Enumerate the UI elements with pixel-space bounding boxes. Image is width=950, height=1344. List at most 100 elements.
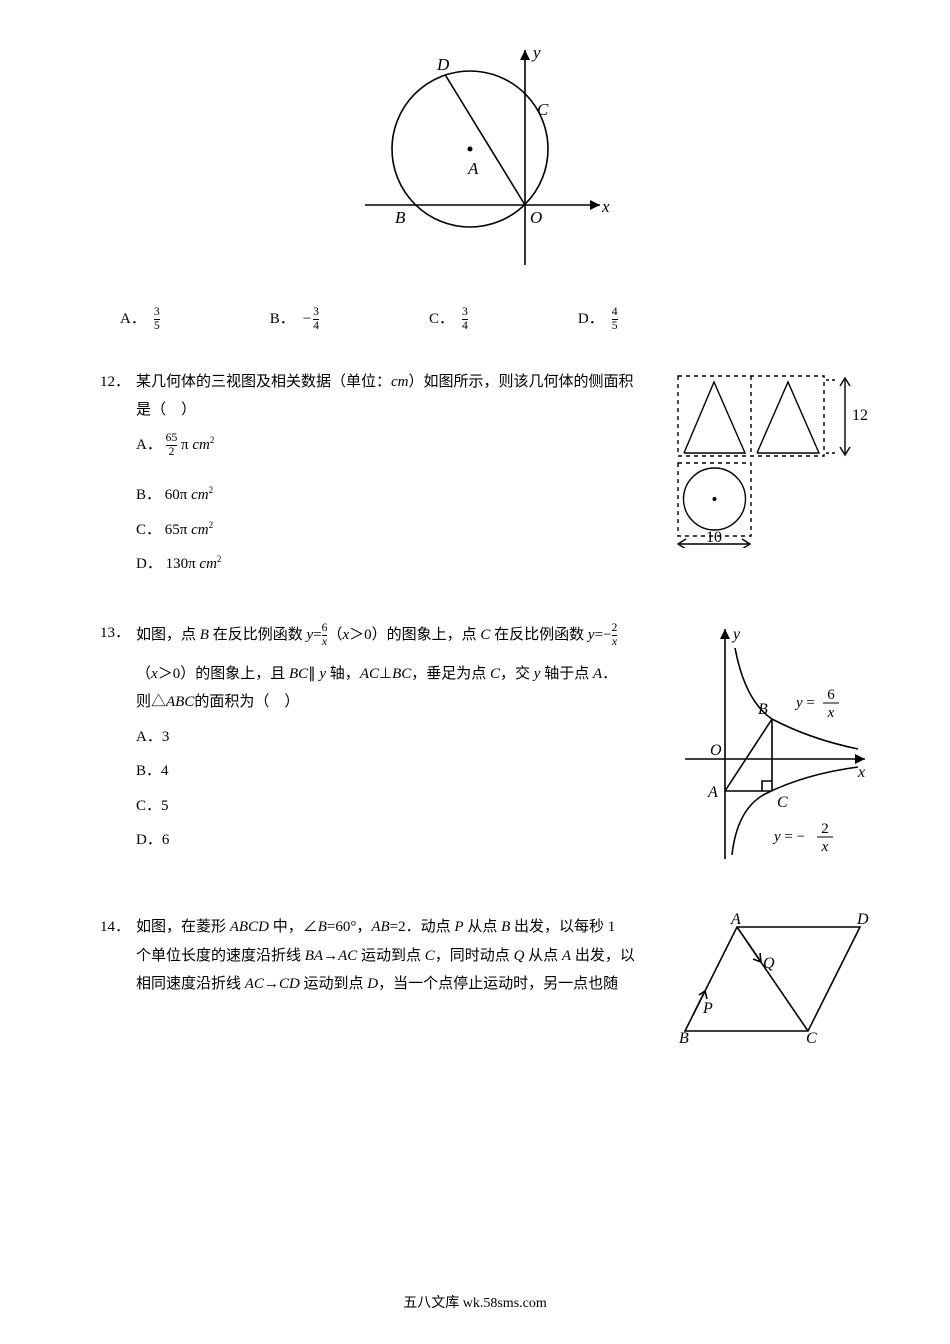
q11-A-label: A． [120, 305, 146, 334]
q13-p2-AC: AC [360, 666, 379, 682]
q12-A-sup: 2 [210, 435, 215, 445]
label-x: x [601, 197, 610, 216]
q13-f2d: x [612, 635, 618, 648]
q12-content: 某几何体的三视图及相关数据（单位：cm）如图所示，则该几何体的侧面积 是（ ） … [136, 368, 658, 585]
q12-B-sup: 2 [209, 485, 214, 495]
q14-p2e: 从点 [524, 948, 562, 964]
q12-D-label: D． [136, 556, 162, 572]
q11-D-den: 5 [612, 319, 618, 332]
q12-C-label: C． [136, 522, 161, 538]
q12-stem-2a: 是（ [136, 402, 166, 418]
q13-B-text: 4 [161, 763, 169, 779]
q11-B-num: 3 [313, 306, 319, 318]
q13-p1c: （ [327, 627, 342, 643]
label-O: O [530, 208, 542, 227]
q12-option-D: D． 130π cm2 [136, 550, 658, 579]
q13-p2-Cpt: C [490, 666, 500, 682]
q14-fig-Q: Q [763, 955, 775, 972]
q14-fig-A: A [730, 913, 741, 928]
q13-D-text: 6 [162, 832, 170, 848]
q13-p1-C: C [480, 627, 490, 643]
q12-A-den: 2 [166, 445, 178, 458]
q14-figure-container: A D B C P Q [675, 913, 870, 1054]
q13-p1-B: B [200, 627, 209, 643]
q11-C-label: C． [429, 305, 454, 334]
q13-eq2d: x [821, 839, 829, 855]
q14-p1b: 中，∠ [269, 919, 318, 935]
q12-D-pi: π [188, 556, 196, 572]
q14-p3d: ，当一个点停止运动时，另一点也随 [378, 976, 618, 992]
q14-p1d: =2．动点 [390, 919, 455, 935]
q13: 13． 如图，点 B 在反比例函数 y=6x（x＞0）的图象上，点 C 在反比例… [100, 619, 870, 880]
footer: 五八文库 wk.58sms.com [0, 1291, 950, 1318]
q14-p2d: ，同时动点 [435, 948, 514, 964]
q14-fig-D: D [856, 913, 869, 928]
q13-eq1-eq: = [803, 695, 815, 711]
q14: 14． 如图，在菱形 ABCD 中，∠B=60°，AB=2．动点 P 从点 B … [100, 913, 870, 1054]
q13-B-label: B． [136, 763, 161, 779]
q13-p1e: 在反比例函数 [490, 627, 588, 643]
q13-p1d: ＞0）的图象上，点 [349, 627, 480, 643]
q13-A-label: A． [136, 729, 162, 745]
q13-p3a: 则△ [136, 694, 166, 710]
q11-option-C: C． 34 [429, 305, 468, 334]
q13-content: 如图，点 B 在反比例函数 y=6x（x＞0）的图象上，点 C 在反比例函数 y… [136, 619, 668, 861]
q13-fig-y: y [731, 626, 741, 643]
q12-B-label: B． [136, 487, 161, 503]
q11-C-num: 3 [462, 306, 468, 318]
q12-D-unit: cm [199, 556, 217, 572]
q14-p3b: → [264, 976, 279, 992]
q13-p2d: 轴， [326, 666, 360, 682]
q13-fig-C: C [777, 794, 788, 811]
q13-fig-x: x [857, 764, 865, 781]
q12-figure-container: 12 10 [670, 368, 870, 559]
q13-p1b: 在反比例函数 [209, 627, 307, 643]
q12-A-label: A． [136, 437, 162, 453]
q13-eq1n: 6 [827, 687, 835, 703]
q13-C-text: 5 [161, 798, 169, 814]
q14-C: C [425, 948, 435, 964]
q11-option-D: D． 45 [578, 305, 618, 334]
q14-p1a: 如图，在菱形 [136, 919, 230, 935]
q14-B: B [318, 919, 327, 935]
q13-options: A．3 B．4 C．5 D．6 [136, 723, 668, 855]
q11-B-label: B． [270, 305, 295, 334]
q13-p2-BC2: BC [392, 666, 411, 682]
q13-p3b: 的面积为（ [194, 694, 269, 710]
q13-p1-eq2: = [595, 627, 603, 643]
q14-A: A [562, 948, 571, 964]
q12: 12． 某几何体的三视图及相关数据（单位：cm）如图所示，则该几何体的侧面积 是… [100, 368, 870, 585]
q11-A-num: 3 [154, 306, 160, 318]
q12-stem-2b: ） [181, 402, 196, 418]
q12-B-unit: cm [191, 487, 209, 503]
q11-A-den: 5 [154, 319, 160, 332]
q12-stem-1a: 某几何体的三视图及相关数据（单位： [136, 374, 391, 390]
q13-option-B: B．4 [136, 757, 668, 786]
q12-C-unit: cm [191, 522, 209, 538]
q12-stem-unit: cm [391, 374, 409, 390]
q13-p2c: ∥ [308, 666, 316, 682]
q13-p3c: ） [284, 694, 299, 710]
q13-figure: y x O A B C y = 6 x y = − 2 [680, 619, 870, 869]
q13-p2b: ＞0）的图象上，且 [158, 666, 289, 682]
q13-number: 13． [100, 619, 136, 648]
q13-p2-BC: BC [289, 666, 308, 682]
q14-CD: CD [279, 976, 300, 992]
q14-p3c: 运动到点 [300, 976, 368, 992]
q13-option-D: D．6 [136, 826, 668, 855]
q14-number: 14． [100, 913, 136, 942]
q14-p3a: 相同速度沿折线 [136, 976, 245, 992]
q14-AC2: AC [245, 976, 264, 992]
q14-content: 如图，在菱形 ABCD 中，∠B=60°，AB=2．动点 P 从点 B 出发，以… [136, 913, 663, 999]
label-D: D [436, 55, 450, 74]
q13-p2h: 轴于点 [540, 666, 593, 682]
label-B: B [395, 208, 406, 227]
q13-p2-x: x [151, 666, 158, 682]
q13-p2e: ⊥ [379, 666, 392, 682]
q14-BA: BA [305, 948, 323, 964]
q12-A-num: 65 [166, 432, 178, 444]
q13-fig-B: B [758, 701, 768, 718]
svg-text:y =: y = [794, 695, 815, 711]
label-C: C [537, 100, 549, 119]
q13-neg: − [603, 627, 611, 643]
